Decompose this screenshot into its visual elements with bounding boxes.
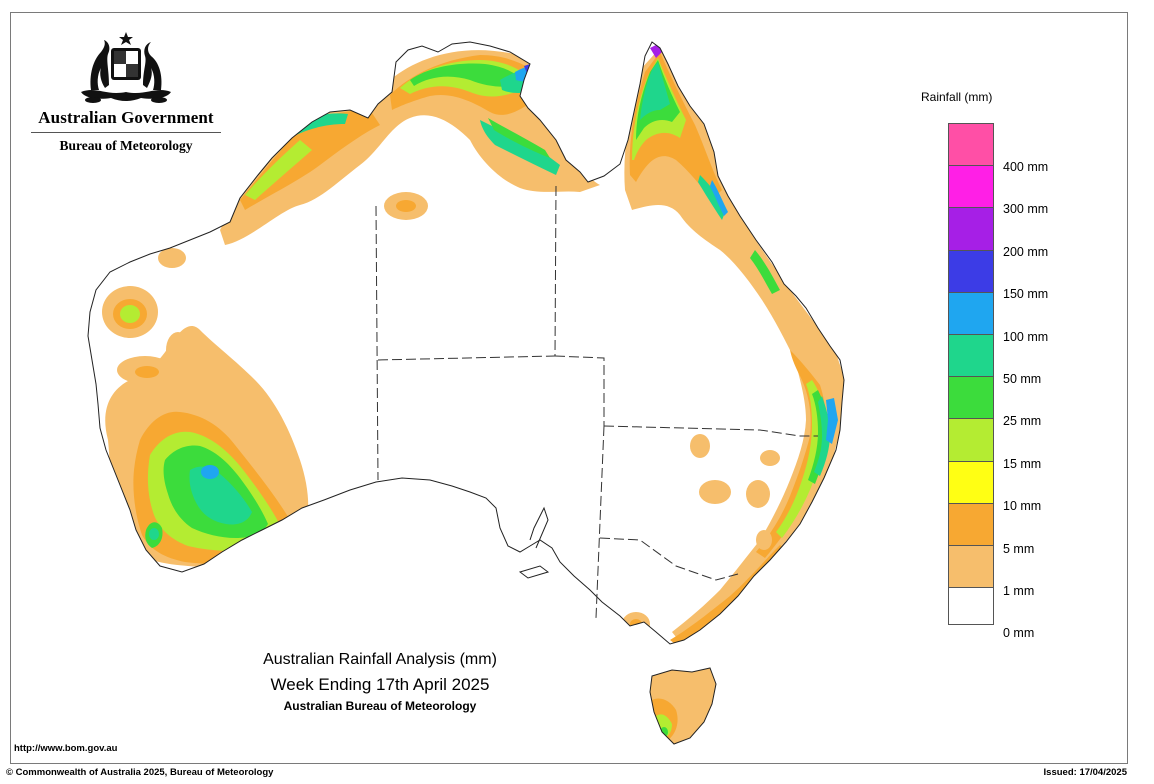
map-period: Week Ending 17th April 2025 xyxy=(270,675,490,694)
footer-copyright: © Commonwealth of Australia 2025, Bureau… xyxy=(6,767,274,778)
legend-swatch xyxy=(949,292,993,335)
legend-swatch xyxy=(949,124,993,167)
logo-divider xyxy=(31,132,221,133)
legend-label: 15 mm xyxy=(1003,456,1042,471)
legend-label: 10 mm xyxy=(1003,499,1042,514)
map-title: Australian Rainfall Analysis (mm) xyxy=(263,651,497,668)
legend-label: 0 mm xyxy=(1003,626,1035,641)
legend-label: 1 mm xyxy=(1003,584,1035,598)
government-logo: Australian Government Bureau of Meteorol… xyxy=(28,30,224,154)
legend-swatch xyxy=(949,166,993,209)
legend-swatch xyxy=(949,545,993,589)
legend-label: 100 mm xyxy=(1003,329,1049,344)
legend-label: 200 mm xyxy=(1003,244,1049,259)
rainfall-legend xyxy=(948,123,994,626)
legend-swatch xyxy=(949,250,993,293)
legend-label: 300 mm xyxy=(1003,202,1049,217)
legend-label: 400 mm xyxy=(1003,160,1049,174)
legend-swatch xyxy=(949,461,993,504)
legend-swatch xyxy=(949,588,993,625)
legend-title: Rainfall (mm) xyxy=(921,90,993,104)
rainfall-shading xyxy=(102,44,844,744)
map-title-block: Australian Rainfall Analysis (mm) Week E… xyxy=(200,651,560,713)
legend-label: 5 mm xyxy=(1003,541,1035,556)
legend-swatch xyxy=(949,503,993,546)
map-source: Australian Bureau of Meteorology xyxy=(283,699,477,713)
legend-label: 150 mm xyxy=(1003,287,1049,302)
map-frame xyxy=(10,12,1128,764)
bureau-name: Bureau of Meteorology xyxy=(59,138,193,153)
legend-swatch xyxy=(949,208,993,251)
state-borders xyxy=(375,185,818,619)
issued-date: Issued: 17/04/2025 xyxy=(1043,767,1127,778)
government-name: Australian Government xyxy=(38,108,214,127)
legend-label: 50 mm xyxy=(1003,372,1042,386)
legend-label: 25 mm xyxy=(1003,414,1042,429)
footer-url[interactable]: http://www.bom.gov.au xyxy=(14,743,118,754)
legend-swatch xyxy=(949,334,993,378)
legend-swatch xyxy=(949,419,993,462)
coat-of-arms-icon xyxy=(81,32,171,103)
legend-swatch xyxy=(949,377,993,420)
coastline xyxy=(87,41,845,745)
